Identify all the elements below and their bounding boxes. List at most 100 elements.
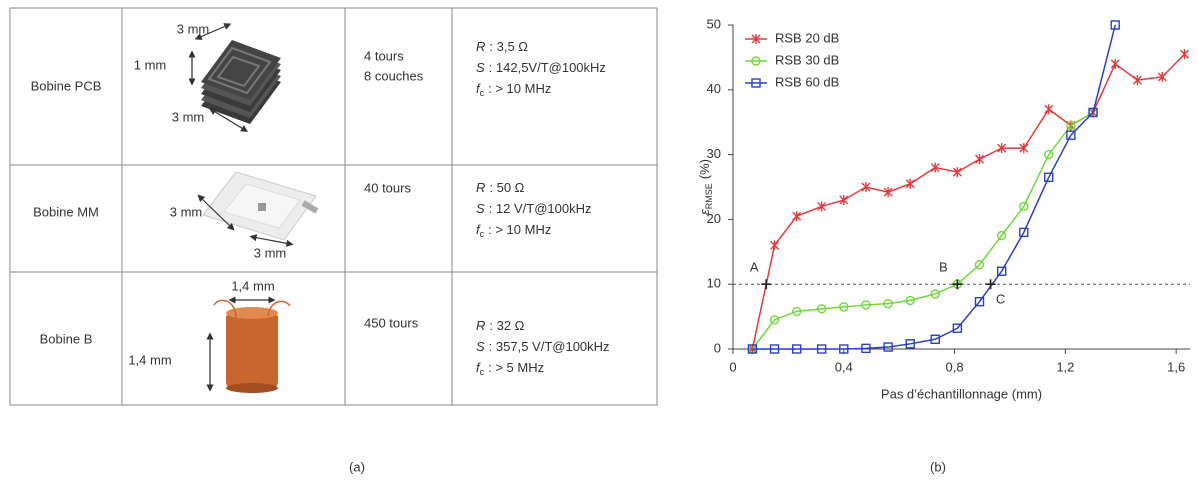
marker [747, 344, 758, 354]
symbol: R [476, 318, 485, 333]
spec-line: fc: > 10 MHz [476, 222, 551, 239]
marker [930, 289, 940, 299]
marker [792, 211, 802, 222]
subscript: RMSE [704, 183, 714, 209]
marker [1110, 58, 1120, 69]
turns: 4 tours [364, 48, 404, 63]
dimension-label: 3 mm [254, 245, 287, 260]
marker [974, 260, 985, 270]
marker [816, 344, 827, 354]
spec-line: fc: > 10 MHz [476, 81, 551, 98]
dimension-label: 1,4 mm [128, 352, 171, 367]
x-tick-label: 1,2 [1056, 359, 1074, 374]
text: : 12 V/T@100kHz [489, 201, 592, 216]
text: : 142,5V/T@100kHz [489, 60, 606, 75]
legend-label: RSB 30 dB [775, 52, 839, 67]
spec-line: R: 50 Ω [476, 180, 525, 195]
legend-label: RSB 60 dB [775, 74, 839, 89]
y-tick-label: 0 [714, 340, 721, 355]
marker [1066, 120, 1076, 131]
symbol: f [476, 81, 481, 96]
annotation: C [996, 292, 1005, 307]
dimension-label: 3 mm [177, 21, 210, 36]
caption: (b) [930, 459, 946, 474]
y-tick-label: 30 [707, 146, 721, 161]
symbol: f [476, 222, 481, 237]
dimension-label: 3 mm [172, 109, 205, 124]
y-axis-label: εRMSE (%) [697, 159, 714, 215]
marker [1019, 227, 1029, 238]
marker [792, 306, 802, 317]
y-tick-label: 20 [707, 211, 721, 226]
symbol: f [476, 360, 481, 375]
turns: 450 tours [364, 315, 419, 330]
marker [1179, 49, 1189, 60]
coil-name: Bobine B [40, 331, 93, 346]
marker [1019, 201, 1029, 212]
y-tick-label: 10 [707, 276, 721, 291]
marker [997, 143, 1007, 154]
spec-line: S : 12 V/T@100kHz [476, 201, 591, 216]
marker [861, 300, 871, 310]
marker [770, 240, 780, 251]
turns: 40 tours [364, 180, 411, 195]
subscript: c [480, 367, 485, 377]
text: : > 5 MHz [488, 360, 544, 375]
text: : > 10 MHz [488, 81, 551, 96]
marker [952, 323, 963, 333]
marker [996, 266, 1007, 276]
marker [905, 178, 915, 189]
marker [839, 344, 849, 354]
legend-label: RSB 20 dB [775, 30, 839, 45]
coil-name: Bobine PCB [31, 78, 102, 93]
turns: 8 couches [364, 68, 424, 83]
symbol: S [476, 339, 485, 354]
marker [751, 56, 761, 66]
marker [905, 295, 915, 306]
text: : 357,5 V/T@100kHz [489, 339, 610, 354]
dimension-label: 1,4 mm [231, 278, 274, 293]
symbol: S [476, 60, 485, 75]
marker [861, 343, 871, 354]
marker [1157, 71, 1167, 82]
series-line [751, 53, 1185, 350]
symbol: ε [697, 209, 712, 215]
marker [952, 279, 963, 290]
marker [1132, 75, 1142, 86]
marker [974, 296, 985, 307]
symbol: S [476, 201, 485, 216]
marker [861, 182, 871, 192]
spec-line: S : 357,5 V/T@100kHz [476, 339, 610, 354]
marker [761, 279, 772, 290]
coil-name: Bobine MM [33, 204, 99, 219]
marker [1019, 143, 1029, 154]
marker [930, 334, 940, 344]
symbol: R [476, 180, 485, 195]
pcb-coil-image [188, 23, 281, 132]
marker [1088, 107, 1098, 118]
x-tick-label: 0,8 [946, 359, 964, 374]
x-axis-label: Pas d’échantillonnage (mm) [881, 386, 1042, 401]
annotation: A [750, 260, 759, 275]
marker [883, 342, 893, 352]
annotation: B [939, 260, 948, 275]
marker [817, 201, 827, 212]
marker [839, 302, 849, 312]
mm-coil-image [197, 171, 319, 247]
subscript: c [480, 229, 485, 239]
text: (%) [697, 159, 712, 179]
spec-line: S : 142,5V/T@100kHz [476, 60, 606, 75]
marker [1044, 172, 1054, 182]
text: : > 10 MHz [488, 222, 551, 237]
dimension-label: 1 mm [134, 57, 167, 72]
series-line [751, 111, 1094, 350]
marker [839, 194, 849, 205]
spec-line: R : 32 Ω [476, 318, 525, 333]
caption: (a) [349, 459, 365, 474]
b-coil-image [206, 296, 291, 393]
marker [975, 154, 984, 165]
text: : 32 Ω [489, 318, 524, 333]
spec-line: fc: > 5 MHz [476, 360, 544, 377]
x-tick-label: 1,6 [1167, 359, 1185, 374]
